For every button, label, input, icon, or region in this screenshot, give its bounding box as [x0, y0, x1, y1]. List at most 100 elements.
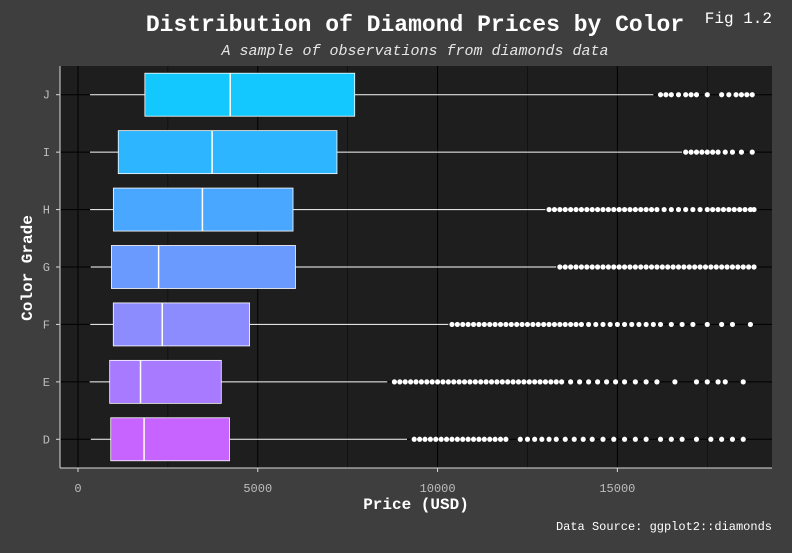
outlier-point — [508, 321, 514, 328]
outlier-point — [643, 206, 649, 213]
outlier-point — [541, 321, 547, 328]
outlier-point — [546, 206, 552, 213]
outlier-point — [562, 206, 568, 213]
outlier-point — [546, 436, 552, 442]
outlier-point — [487, 436, 493, 442]
outlier-point — [526, 379, 532, 385]
x-tick-label: 0 — [74, 482, 81, 496]
outlier-point — [557, 206, 563, 213]
outlier-point — [492, 321, 498, 328]
outlier-point — [688, 92, 694, 98]
outlier-point — [719, 321, 725, 328]
outlier-point — [413, 379, 419, 385]
outlier-point — [643, 264, 649, 270]
outlier-point — [510, 379, 516, 385]
outlier-point — [740, 264, 746, 270]
outlier-point — [521, 379, 527, 385]
outlier-point — [478, 379, 484, 385]
outlier-point — [492, 436, 498, 442]
outlier-point — [461, 379, 468, 385]
outlier-point — [553, 379, 559, 385]
box-J — [144, 72, 356, 117]
chart-caption: Data Source: ggplot2::diamonds — [555, 520, 772, 534]
y-tick-label: I — [43, 146, 50, 160]
outlier-point — [715, 206, 721, 213]
outlier-point — [675, 206, 682, 213]
outlier-point — [481, 436, 487, 442]
outlier-point — [654, 206, 660, 213]
outlier-point — [708, 264, 714, 270]
outlier-point — [611, 206, 617, 213]
outlier-point — [454, 436, 460, 442]
outlier-point — [467, 379, 473, 385]
outlier-point — [434, 379, 441, 385]
outlier-point — [621, 436, 628, 442]
outlier-point — [679, 321, 685, 328]
outlier-point — [408, 379, 414, 385]
outlier-point — [668, 436, 674, 442]
outlier-point — [593, 321, 599, 328]
outlier-point — [616, 264, 622, 270]
outlier-point — [402, 379, 408, 385]
outlier-point — [710, 206, 716, 213]
outlier-point — [719, 264, 725, 270]
outlier-point — [683, 149, 689, 155]
y-axis-ticks: D E F G H I J — [43, 89, 60, 447]
box-F — [112, 302, 250, 347]
outlier-point — [589, 264, 595, 270]
outlier-point — [449, 436, 455, 442]
outlier-point — [675, 92, 682, 98]
outlier-point — [524, 436, 531, 442]
outlier-point — [603, 379, 610, 385]
outlier-point — [670, 264, 676, 270]
outlier-point — [744, 92, 750, 98]
outlier-points — [391, 92, 757, 442]
outlier-point — [643, 379, 649, 385]
outlier-point — [487, 321, 493, 328]
whiskers — [89, 94, 683, 440]
outlier-point — [568, 206, 574, 213]
outlier-point — [577, 379, 583, 385]
outlier-point — [746, 264, 752, 270]
outlier-point — [747, 321, 754, 328]
outlier-point — [621, 206, 628, 213]
outlier-point — [424, 379, 430, 385]
outlier-point — [611, 264, 617, 270]
outlier-point — [733, 92, 739, 98]
y-tick-label: E — [43, 376, 50, 390]
x-axis-label: Price (USD) — [363, 496, 469, 514]
outlier-point — [422, 436, 428, 442]
outlier-point — [740, 436, 746, 442]
outlier-point — [719, 92, 725, 98]
outlier-point — [580, 436, 586, 442]
outlier-point — [693, 436, 700, 442]
outlier-point — [465, 436, 471, 442]
outlier-point — [524, 321, 531, 328]
outlier-point — [612, 379, 619, 385]
outlier-point — [460, 436, 466, 442]
box-I — [117, 130, 338, 175]
outlier-point — [433, 436, 439, 442]
outlier-point — [532, 379, 538, 385]
outlier-point — [722, 379, 728, 385]
outlier-point — [443, 436, 450, 442]
outlier-point — [456, 379, 462, 385]
outlier-point — [551, 321, 558, 328]
box-G — [111, 245, 296, 289]
outlier-point — [668, 321, 674, 328]
outlier-point — [614, 321, 620, 328]
x-axis-ticks: 0 5000 10000 15000 — [74, 468, 635, 496]
outlier-point — [648, 264, 655, 270]
box-H — [112, 187, 294, 232]
outlier-point — [578, 264, 585, 270]
outlier-point — [737, 206, 743, 213]
outlier-point — [627, 264, 633, 270]
outlier-point — [542, 379, 549, 385]
outlier-point — [589, 206, 595, 213]
outlier-point — [738, 149, 745, 155]
outlier-point — [654, 264, 660, 270]
outlier-point — [573, 264, 579, 270]
outlier-point — [657, 436, 664, 442]
outlier-point — [686, 264, 692, 270]
